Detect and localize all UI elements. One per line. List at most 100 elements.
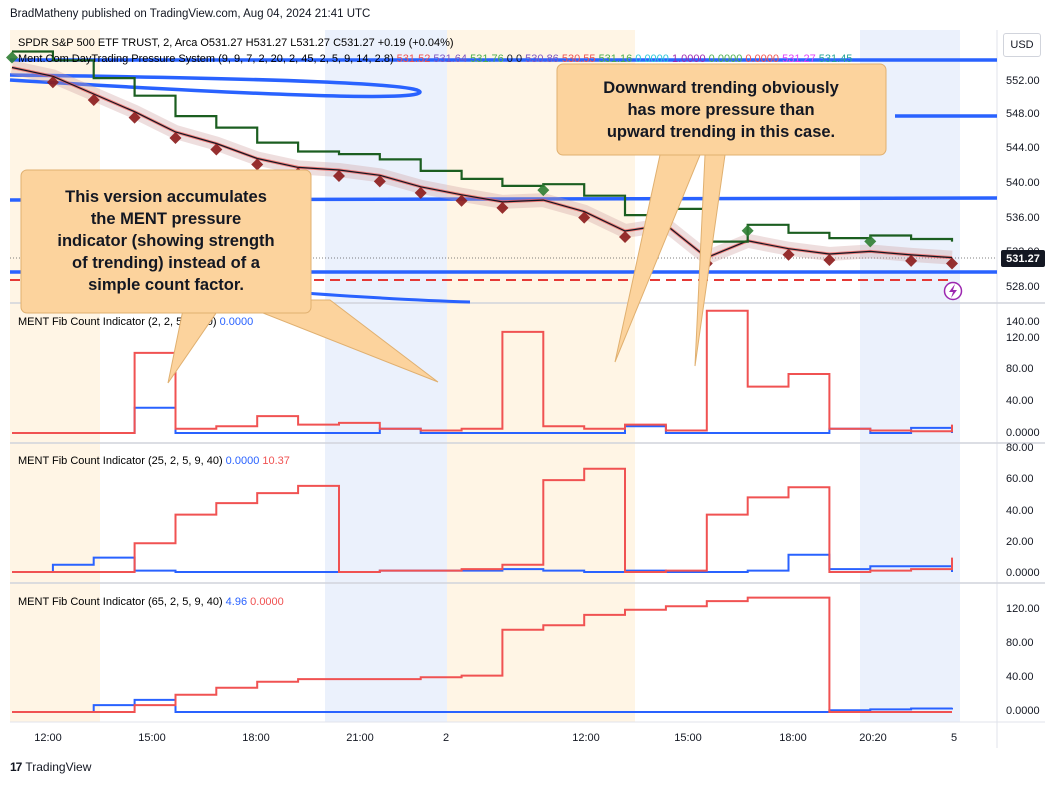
down-marker	[823, 254, 836, 267]
time-tick-label: 20:20	[859, 732, 887, 744]
callout1-box	[20, 169, 312, 314]
pane2-title: MENT Fib Count Indicator (25, 2, 5, 9, 4…	[18, 455, 290, 467]
axes: 552.00548.00544.00540.00536.00532.00528.…	[34, 75, 1039, 744]
down-marker	[210, 143, 223, 156]
indicator-value: 0.0000	[745, 53, 782, 65]
callout2-line: Downward trending obviously	[603, 79, 839, 97]
callout2-line: has more pressure than	[627, 101, 814, 119]
price-tick-label: 528.00	[1006, 281, 1040, 293]
down-marker	[128, 111, 141, 124]
currency-button[interactable]: USD	[1003, 33, 1041, 57]
callout1-line: of trending) instead of a	[72, 254, 261, 272]
pane2-tick-label: 20.00	[1006, 536, 1034, 548]
pane-value-red: 10.37	[262, 455, 290, 467]
indicator-value: 531.64	[433, 53, 470, 65]
down-marker	[782, 248, 795, 261]
tradingview-brand[interactable]: 17 TradingView	[10, 760, 91, 774]
indicator-value: 531.27	[782, 53, 819, 65]
pane-title-text: MENT Fib Count Indicator (25, 2, 5, 9, 4…	[18, 455, 226, 467]
pane2-tick-label: 80.00	[1006, 442, 1034, 454]
pane1-tick-label: 40.00	[1006, 395, 1034, 407]
pane1-tick-label: 120.00	[1006, 332, 1040, 344]
time-tick-label: 21:00	[346, 732, 374, 744]
brand-label: TradingView	[25, 760, 92, 774]
down-marker	[946, 257, 958, 270]
session-band-0	[10, 30, 100, 722]
down-marker	[905, 254, 918, 267]
pane-value-blue: 4.96	[226, 596, 250, 608]
pane-value-blue: 0.0000	[220, 316, 254, 328]
up-marker	[6, 51, 18, 64]
callout1-line: simple count factor.	[88, 276, 244, 294]
indicator-value: 530.55	[562, 53, 599, 65]
svg-text:531.27: 531.27	[1006, 253, 1040, 265]
callout1-line: This version accumulates	[65, 188, 267, 206]
pane1-title: MENT Fib Count Indicator (2, 2, 5, 9, 40…	[18, 316, 253, 328]
pane2-tick-label: 40.00	[1006, 505, 1034, 517]
pane3-tick-label: 0.0000	[1006, 705, 1040, 717]
up-marker	[537, 184, 550, 197]
lightning-icon[interactable]	[943, 281, 963, 301]
pane3-title: MENT Fib Count Indicator (65, 2, 5, 9, 4…	[18, 596, 284, 608]
indicator-value: 531.45	[819, 53, 853, 65]
callout2-box	[556, 63, 887, 156]
curve-band	[9, 73, 422, 99]
pane3-series-blue	[12, 698, 953, 713]
down-marker	[46, 76, 59, 89]
callout2-pointer-b	[694, 154, 726, 367]
time-tick-label: 5	[951, 732, 957, 744]
time-tick-label: 2	[443, 732, 449, 744]
pane-value-blue: 0.0000	[226, 455, 263, 467]
down-marker	[578, 211, 591, 224]
curve-band-lower	[289, 290, 471, 304]
callouts: This version accumulates the MENT pressur…	[20, 63, 887, 384]
indicator-value: 531.16	[599, 53, 636, 65]
down-marker	[251, 158, 264, 171]
indicator-name: Ment.Com DayTrading Pressure System (9, …	[18, 53, 397, 65]
indicator-line: Ment.Com DayTrading Pressure System (9, …	[18, 53, 852, 65]
pane1-series-red	[12, 309, 953, 434]
pane1-tick-label: 80.00	[1006, 363, 1034, 375]
symbol-line: SPDR S&P 500 ETF TRUST, 2, Arca O531.27 …	[18, 37, 454, 49]
pane-value-red: 0.0000	[250, 596, 284, 608]
price-tick-label: 548.00	[1006, 108, 1040, 120]
last-price-tag: 531.27	[1001, 250, 1045, 267]
indicator-value: 530.86	[525, 53, 562, 65]
price-tick-label: 544.00	[1006, 142, 1040, 154]
pane3-series-red	[12, 596, 952, 713]
down-marker	[373, 175, 386, 188]
time-tick-label: 18:00	[242, 732, 270, 744]
pane2-tick-label: 60.00	[1006, 473, 1034, 485]
green-step-line	[12, 50, 954, 243]
indicator-value: 0.0000	[709, 53, 746, 65]
indicator-value: 0	[507, 53, 516, 65]
pane2-series-red	[12, 467, 953, 573]
indicator-panes	[12, 309, 953, 713]
down-marker	[332, 170, 345, 183]
pane3-tick-label: 40.00	[1006, 671, 1034, 683]
indicator-value: 0	[516, 53, 525, 65]
indicator-value: 531.76	[470, 53, 507, 65]
indicator-value: 1.0000	[672, 53, 709, 65]
indicator-value: 0.0000	[635, 53, 672, 65]
time-tick-label: 18:00	[779, 732, 807, 744]
pane3-tick-label: 80.00	[1006, 637, 1034, 649]
down-marker	[169, 132, 182, 144]
pane1-tick-label: 0.0000	[1006, 427, 1040, 439]
callout2-line: upward trending in this case.	[607, 123, 835, 141]
down-marker	[619, 231, 632, 244]
pane1-tick-label: 140.00	[1006, 316, 1040, 328]
pane-title-text: MENT Fib Count Indicator (2, 2, 5, 9, 40…	[18, 316, 220, 328]
price-tick-label: 536.00	[1006, 212, 1040, 224]
price-tick-label: 552.00	[1006, 75, 1040, 87]
time-tick-label: 12:00	[572, 732, 600, 744]
callout1-line: the MENT pressure	[91, 210, 241, 228]
pane2-series-blue	[12, 553, 953, 573]
up-marker	[741, 224, 754, 237]
publisher-line: BradMatheny published on TradingView.com…	[10, 8, 371, 20]
time-tick-label: 15:00	[138, 732, 166, 744]
price-tick-label: 540.00	[1006, 177, 1040, 189]
pane3-tick-label: 120.00	[1006, 603, 1040, 615]
time-tick-label: 12:00	[34, 732, 62, 744]
